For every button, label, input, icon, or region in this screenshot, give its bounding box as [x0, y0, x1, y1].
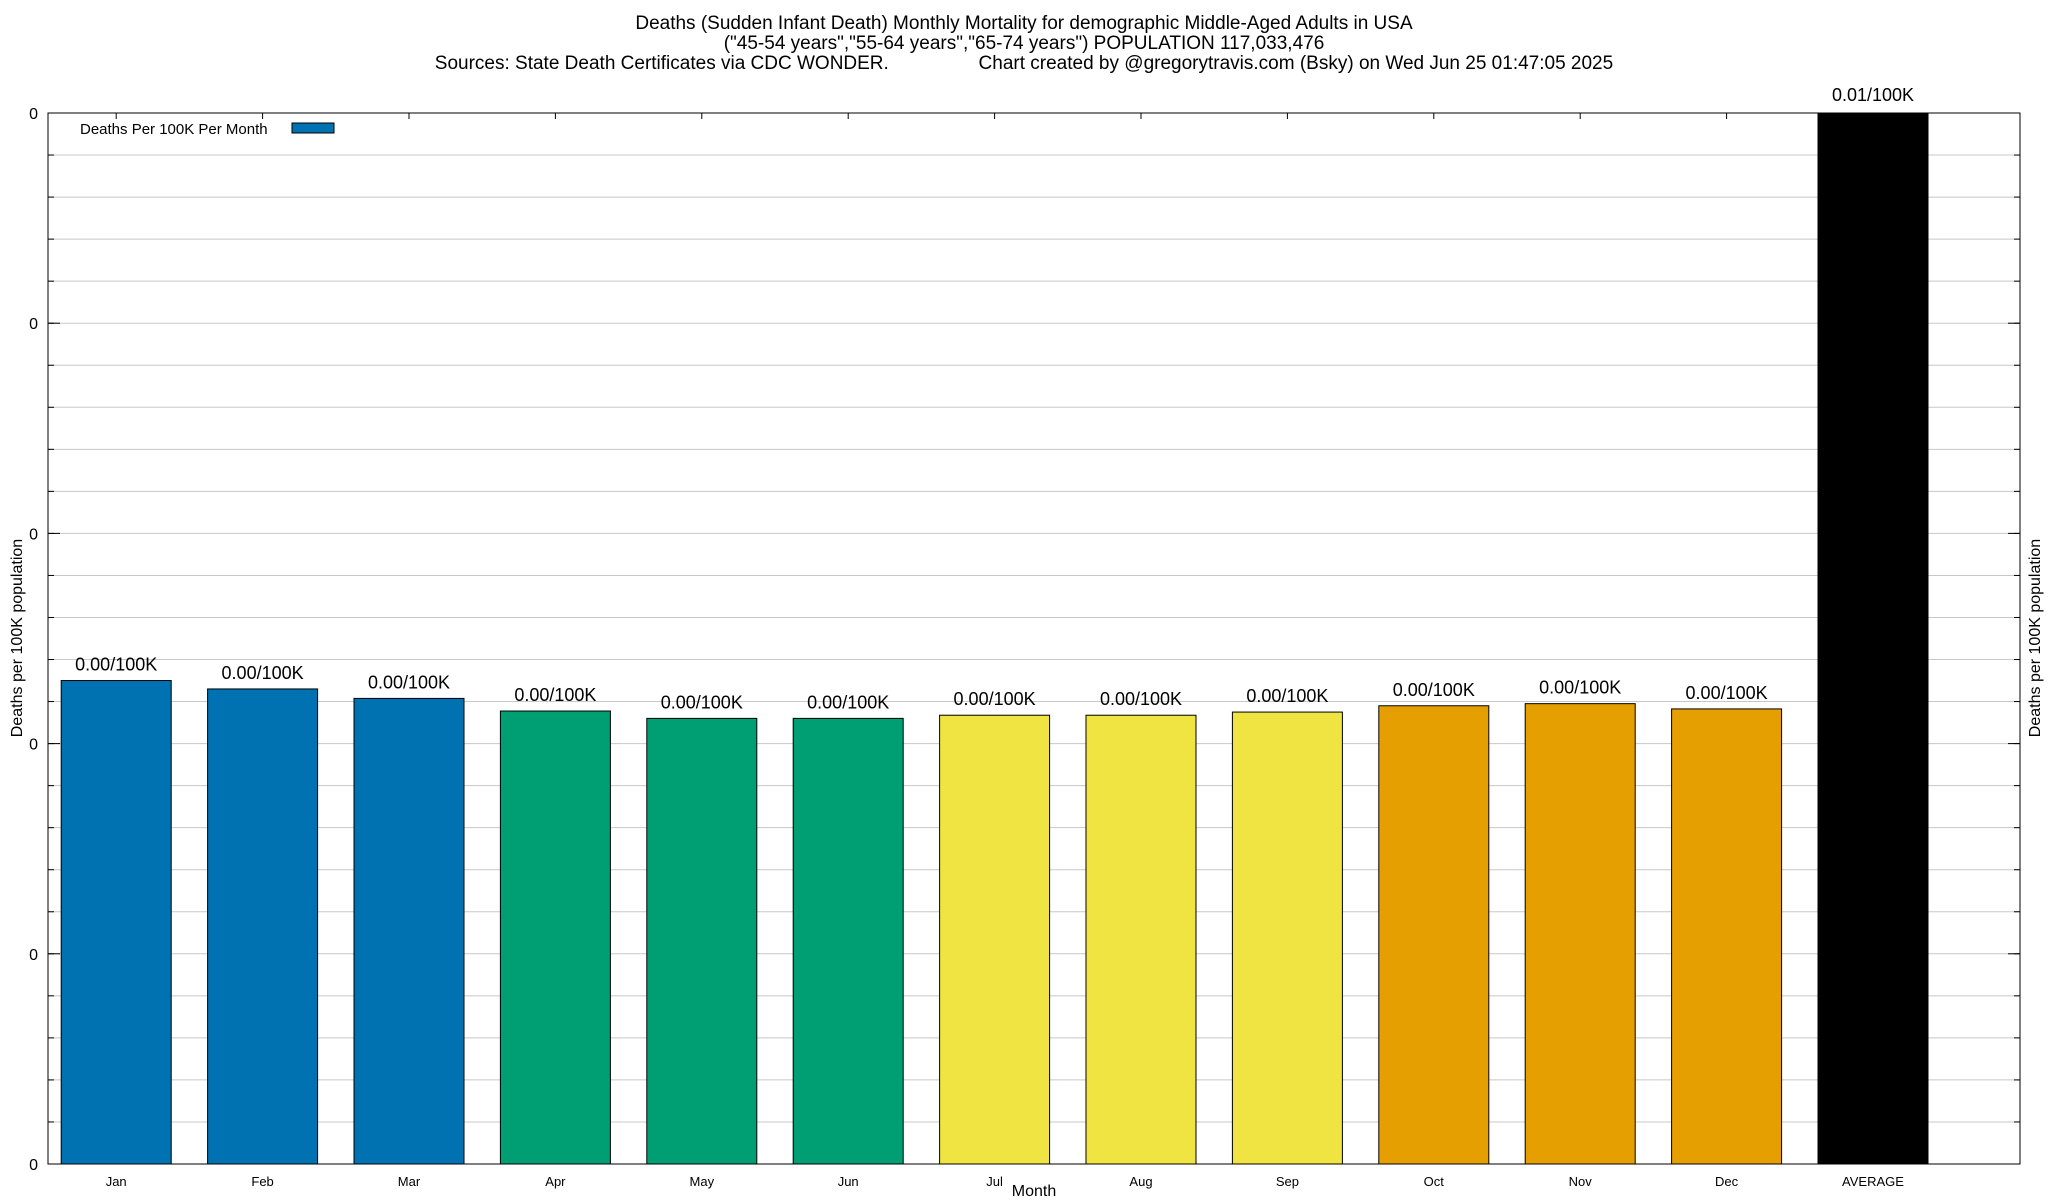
data-label: 0.00/100K	[514, 685, 596, 705]
bar-sep	[1231, 711, 1343, 1165]
y-tick-label: 0	[29, 316, 38, 333]
data-label: 0.00/100K	[1539, 678, 1621, 698]
bar-aug	[1085, 714, 1197, 1165]
chart-title: Deaths (Sudden Infant Death) Monthly Mor…	[635, 13, 1413, 34]
x-tick-label: Jun	[838, 1174, 859, 1189]
data-label: 0.00/100K	[661, 692, 743, 712]
x-tick-label: AVERAGE	[1842, 1174, 1904, 1189]
y-axis-title: Deaths per 100K population	[9, 539, 26, 737]
bar-mar	[353, 697, 465, 1165]
data-label: 0.00/100K	[807, 692, 889, 712]
data-label: 0.00/100K	[954, 689, 1036, 709]
plot-frame	[47, 112, 2021, 1165]
data-label: 0.00/100K	[1246, 686, 1328, 706]
x-tick-label: Jul	[986, 1174, 1003, 1189]
legend-label: Deaths Per 100K Per Month	[80, 121, 268, 138]
x-tick-label: Sep	[1276, 1174, 1299, 1189]
data-label: 0.00/100K	[368, 672, 450, 692]
bar-average	[1817, 112, 1929, 1165]
x-tick-label: Apr	[545, 1174, 566, 1189]
bar-oct	[1378, 705, 1490, 1165]
bar-apr	[499, 710, 611, 1165]
data-label: 0.01/100K	[1832, 85, 1914, 105]
data-label: 0.00/100K	[75, 655, 157, 675]
y-tick-label: 0	[29, 737, 38, 754]
y-axis-title-right: Deaths per 100K population	[2027, 539, 2044, 737]
y-tick-label: 0	[29, 526, 38, 543]
y-tick-label: 0	[29, 947, 38, 964]
bar-jun	[792, 717, 904, 1165]
bar-may	[646, 717, 758, 1165]
x-tick-label: May	[690, 1174, 715, 1189]
y-tick-label: 0	[29, 1157, 38, 1174]
x-tick-label: Oct	[1424, 1174, 1445, 1189]
x-axis-title: Month	[1012, 1183, 1056, 1200]
x-tick-label: Dec	[1715, 1174, 1739, 1189]
chart-subtitle-population: ("45-54 years","55-64 years","65-74 year…	[723, 33, 1325, 54]
chart-sources-credit: Sources: State Death Certificates via CD…	[434, 53, 1614, 74]
bar-dec	[1671, 708, 1783, 1165]
x-tick-label: Nov	[1569, 1174, 1593, 1189]
bar-jan	[60, 680, 172, 1165]
data-label: 0.00/100K	[1393, 680, 1475, 700]
x-tick-label: Feb	[251, 1174, 273, 1189]
x-tick-label: Aug	[1129, 1174, 1152, 1189]
bar-nov	[1524, 703, 1636, 1165]
data-label: 0.00/100K	[222, 663, 304, 683]
data-label: 0.00/100K	[1686, 683, 1768, 703]
data-label: 0.00/100K	[1100, 689, 1182, 709]
x-tick-label: Mar	[398, 1174, 421, 1189]
y-tick-label: 0	[29, 106, 38, 123]
bar-jul	[939, 714, 1051, 1165]
x-tick-label: Jan	[106, 1174, 127, 1189]
legend-swatch	[291, 122, 335, 134]
bar-feb	[207, 688, 319, 1165]
